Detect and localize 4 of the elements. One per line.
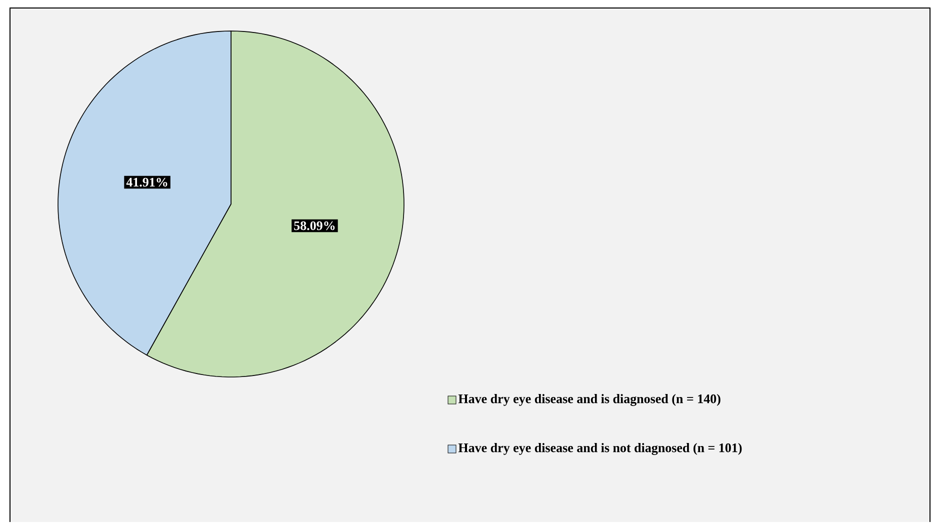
legend-label: Have dry eye disease and is not diagnosed (n = 101) xyxy=(458,443,742,456)
data-label: 41.91% xyxy=(126,178,168,187)
legend-label: Have dry eye disease and is diagnosed (n = 140) xyxy=(458,394,720,406)
data-label: 58.09% xyxy=(294,222,335,230)
